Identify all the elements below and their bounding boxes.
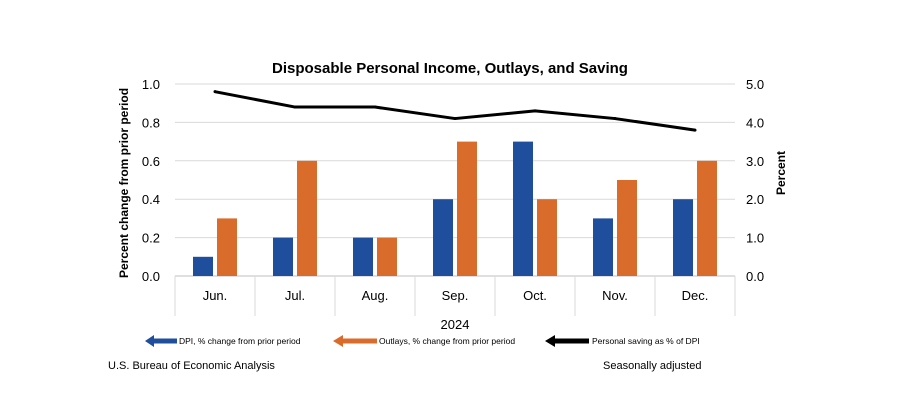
y-right-tick-label: 5.0 [746, 77, 764, 92]
y-left-axis-title: Percent change from prior period [117, 88, 131, 278]
legend: DPI, % change from prior period Outlays,… [0, 334, 900, 352]
legend-swatch-dpi-arrow-icon [145, 335, 177, 347]
bar-dpi [593, 218, 613, 276]
y-left-tick-label: 0.6 [142, 154, 160, 169]
y-right-tick-label: 1.0 [746, 231, 764, 246]
bar-dpi [673, 199, 693, 276]
x-tick-label: Dec. [682, 288, 709, 303]
y-left-tick-label: 0.4 [142, 192, 160, 207]
bar-outlays [457, 141, 477, 276]
saving-point [373, 105, 377, 109]
bar-outlays [377, 237, 397, 276]
bar-dpi [513, 141, 533, 276]
chart-title: Disposable Personal Income, Outlays, and… [272, 60, 628, 77]
y-right-tick-label: 0.0 [746, 269, 764, 284]
x-tick-label: Nov. [602, 288, 628, 303]
x-tick-label: Sep. [442, 288, 469, 303]
y-right-tick-label: 3.0 [746, 154, 764, 169]
bar-outlays [297, 160, 317, 276]
legend-swatch-outlays-arrow-icon [333, 335, 377, 347]
y-right-axis-title: Percent [774, 151, 788, 195]
legend-label-outlays: Outlays, % change from prior period [379, 336, 516, 346]
saving-point [213, 90, 217, 94]
y-left-tick-label: 1.0 [142, 77, 160, 92]
y-right-tick-label: 4.0 [746, 115, 764, 130]
legend-swatch-saving-arrow-icon [545, 335, 589, 347]
y-left-tick-label: 0.0 [142, 269, 160, 284]
legend-item-outlays: Outlays, % change from prior period [333, 334, 515, 348]
source-note: U.S. Bureau of Economic Analysis [108, 360, 275, 372]
bar-dpi [353, 237, 373, 276]
bar-dpi [273, 237, 293, 276]
x-tick-label: Oct. [523, 288, 547, 303]
line-saving-rate [214, 90, 696, 132]
saving-point [453, 117, 457, 121]
x-axis-title: 2024 [441, 317, 470, 332]
bar-dpi [433, 199, 453, 276]
x-tick-label: Aug. [362, 288, 389, 303]
legend-item-dpi: DPI, % change from prior period [145, 334, 300, 348]
saving-point [613, 117, 617, 121]
saving-point [533, 109, 537, 113]
x-tick-label: Jun. [203, 288, 228, 303]
y-right-tick-label: 2.0 [746, 192, 764, 207]
legend-item-saving: Personal saving as % of DPI [545, 334, 700, 348]
saving-point [293, 105, 297, 109]
y-left-tick-label: 0.2 [142, 231, 160, 246]
saving-point [693, 128, 697, 132]
y-left-tick-label: 0.8 [142, 115, 160, 130]
bar-dpi [193, 256, 213, 276]
legend-label-dpi: DPI, % change from prior period [179, 336, 301, 346]
bar-outlays [217, 218, 237, 276]
bar-outlays [697, 160, 717, 276]
x-tick-label: Jul. [285, 288, 305, 303]
bar-outlays [537, 199, 557, 276]
bar-outlays [617, 180, 637, 276]
legend-label-saving: Personal saving as % of DPI [592, 336, 700, 346]
adjustment-note: Seasonally adjusted [603, 360, 702, 372]
